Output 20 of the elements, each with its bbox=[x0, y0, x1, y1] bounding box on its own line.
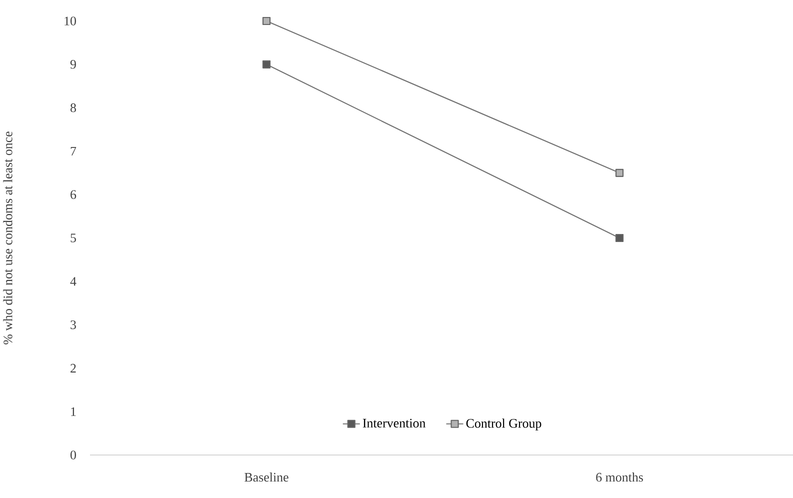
y-tick-label: 9 bbox=[70, 60, 76, 69]
y-tick-label: 8 bbox=[70, 103, 76, 112]
y-axis-title: % who did not use condoms at least once bbox=[3, 132, 12, 344]
point bbox=[615, 234, 624, 242]
y-tick-label: 10 bbox=[64, 16, 76, 26]
legend-label: Control Group bbox=[466, 418, 542, 430]
y-tick-label: 3 bbox=[70, 320, 76, 330]
point bbox=[262, 16, 271, 26]
y-tick-label: 0 bbox=[70, 450, 76, 460]
point bbox=[262, 60, 271, 68]
x-tick-label: Baseline bbox=[244, 472, 288, 482]
y-tick-label: 4 bbox=[70, 277, 76, 286]
y-tick-label: 2 bbox=[70, 364, 76, 372]
x-tick-label: 6 months bbox=[596, 472, 643, 482]
y-tick-label: 1 bbox=[71, 407, 76, 416]
y-tick-label: 5 bbox=[70, 234, 76, 242]
legend-label: Intervention bbox=[362, 418, 426, 428]
y-tick-label: 6 bbox=[70, 190, 76, 199]
point bbox=[615, 168, 624, 177]
y-tick-label: 7 bbox=[70, 146, 76, 156]
